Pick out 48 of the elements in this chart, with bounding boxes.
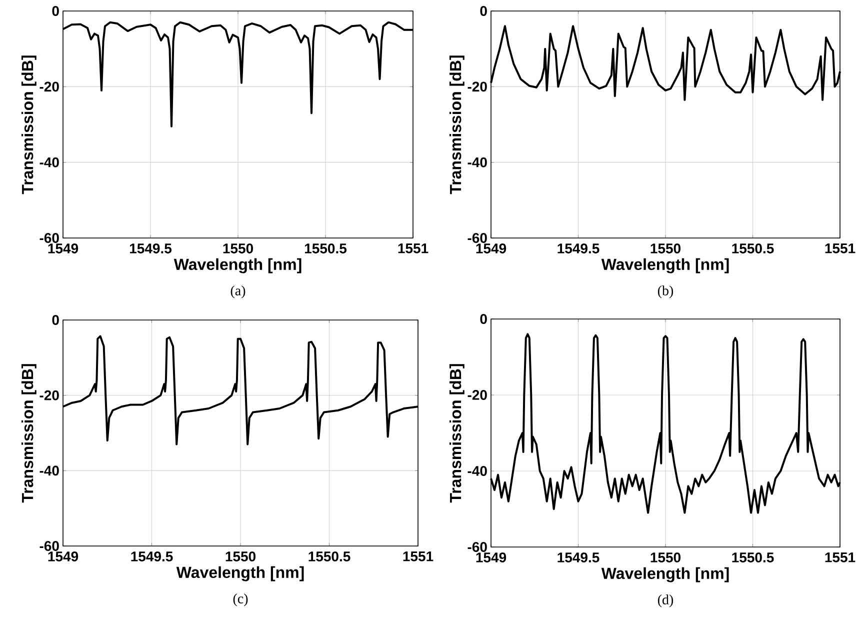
x-tick-label: 1549 xyxy=(48,244,78,254)
x-axis-title: Wavelength [nm] xyxy=(601,258,729,274)
y-axis-title: Transmission [dB] xyxy=(21,56,36,194)
x-tick-label: 1549.5 xyxy=(558,244,600,254)
x-axis-title: Wavelength [nm] xyxy=(176,566,304,582)
y-axis-title: Transmission [dB] xyxy=(449,364,464,503)
y-tick-label: 0 xyxy=(480,314,487,324)
y-tick-label: 0 xyxy=(52,6,59,16)
x-tick-label: 1549.5 xyxy=(130,244,172,254)
y-tick-label: -40 xyxy=(40,157,59,168)
x-tick-label: 1551 xyxy=(398,244,428,254)
x-tick-label: 1549 xyxy=(48,552,78,562)
x-tick-label: 1550 xyxy=(226,552,256,562)
x-axis-title: Wavelength [nm] xyxy=(174,258,302,274)
y-tick-label: -60 xyxy=(40,233,59,243)
x-axis-title: Wavelength [nm] xyxy=(601,567,729,582)
y-tick-label: 0 xyxy=(480,6,487,16)
x-tick-label: 1550.5 xyxy=(732,552,774,562)
y-tick-label: -40 xyxy=(468,466,487,476)
y-tick-label: -40 xyxy=(468,157,487,168)
x-tick-label: 1549.5 xyxy=(558,552,600,562)
x-tick-label: 1551 xyxy=(403,552,434,562)
x-tick-label: 1550.5 xyxy=(304,244,347,254)
x-tick-label: 1550 xyxy=(223,244,253,254)
y-tick-label: -20 xyxy=(40,82,59,92)
y-axis-title: Transmission [dB] xyxy=(21,364,36,503)
y-tick-label: -20 xyxy=(468,82,487,92)
x-tick-label: 1549.5 xyxy=(131,552,173,562)
text: (a) xyxy=(230,286,246,298)
text: (b) xyxy=(658,286,674,298)
y-tick-label: -20 xyxy=(40,390,59,400)
y-tick-label: -20 xyxy=(468,390,487,400)
y-tick-label: -60 xyxy=(468,233,487,243)
x-tick-label: 1549 xyxy=(476,244,506,254)
y-tick-label: -40 xyxy=(40,466,59,476)
y-tick-label: -60 xyxy=(40,541,59,551)
x-tick-label: 1550.5 xyxy=(732,244,774,254)
x-tick-label: 1550 xyxy=(650,552,680,562)
y-axis-title: Transmission [dB] xyxy=(449,56,464,194)
x-tick-label: 1551 xyxy=(825,244,856,254)
y-tick-label: 0 xyxy=(52,315,59,325)
y-tick-label: -60 xyxy=(468,542,487,552)
x-tick-label: 1549 xyxy=(476,552,506,562)
text: (c) xyxy=(233,594,248,606)
x-tick-label: 1551 xyxy=(825,552,856,562)
x-tick-label: 1550 xyxy=(650,244,680,254)
x-tick-label: 1550.5 xyxy=(308,552,350,562)
text: (d) xyxy=(658,594,674,608)
